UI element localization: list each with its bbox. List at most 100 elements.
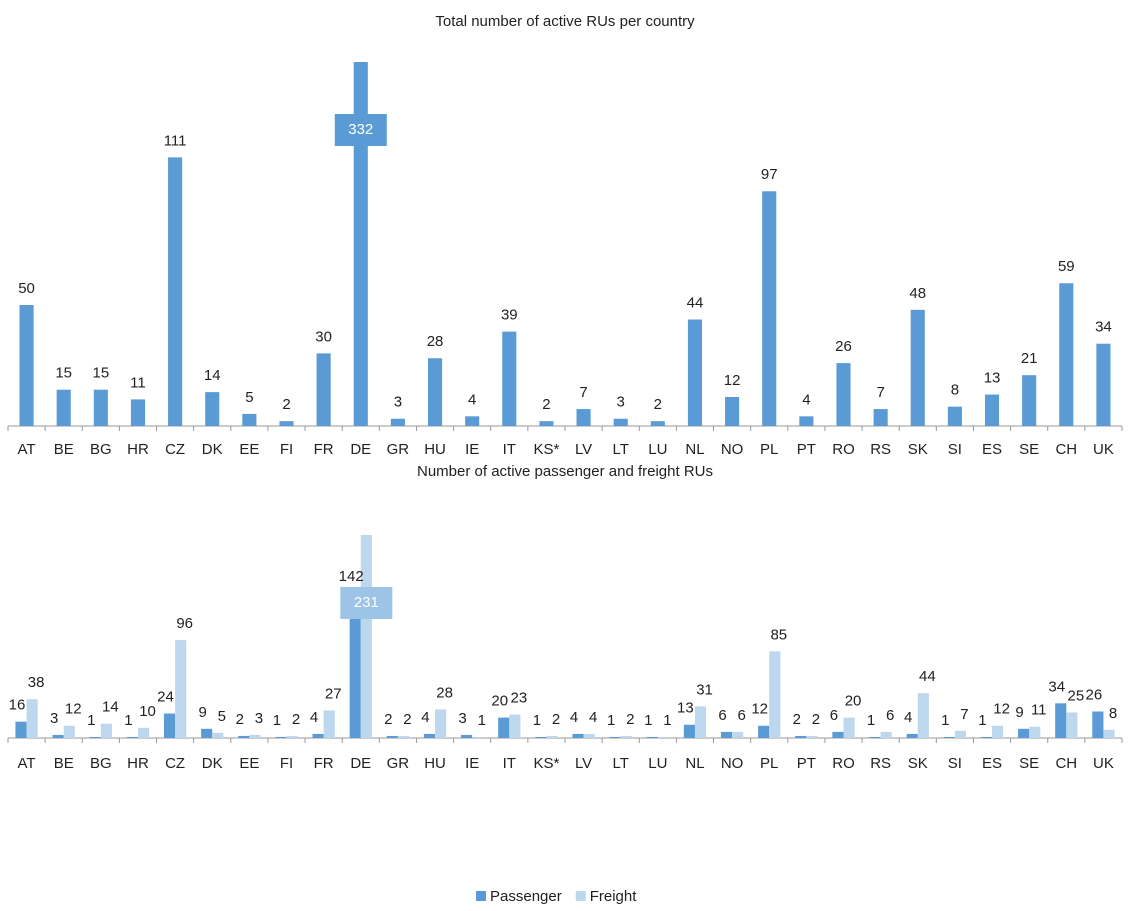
- data-label: 4: [802, 391, 810, 408]
- bar: [509, 714, 521, 738]
- x-tick-label: ES: [982, 755, 1002, 772]
- x-tick-label: LU: [648, 755, 667, 772]
- bar: [56, 389, 71, 426]
- bar: [390, 418, 405, 426]
- legend-label: Freight: [590, 888, 638, 905]
- data-label: 4: [468, 391, 476, 408]
- data-label: 13: [984, 370, 1001, 387]
- bar: [286, 735, 298, 738]
- data-label: 4: [421, 709, 429, 726]
- bar: [1103, 729, 1115, 738]
- data-label: 21: [1021, 350, 1038, 367]
- data-label: 2: [552, 711, 560, 728]
- bar: [1059, 283, 1074, 426]
- bar: [546, 735, 558, 738]
- bar: [323, 710, 335, 738]
- bar: [657, 736, 669, 738]
- bar: [687, 319, 703, 426]
- bar: [205, 392, 220, 426]
- x-tick-label: RS: [870, 441, 891, 458]
- data-label: 14: [102, 699, 119, 716]
- bar: [465, 416, 480, 426]
- bar: [1096, 343, 1111, 426]
- data-label: 28: [436, 684, 453, 701]
- x-tick-label: LT: [612, 755, 628, 772]
- bar: [242, 413, 257, 426]
- bar: [349, 593, 361, 738]
- bar: [572, 733, 584, 738]
- data-label: 6: [830, 707, 838, 724]
- data-label: 1: [978, 712, 986, 729]
- data-label: 4: [904, 709, 912, 726]
- data-label: 34: [1048, 678, 1065, 695]
- data-label: 31: [696, 681, 713, 698]
- data-label: 1: [533, 712, 541, 729]
- bar: [992, 725, 1004, 738]
- legend-swatch: [476, 891, 486, 901]
- data-label: 11: [1031, 702, 1047, 719]
- bar: [19, 305, 34, 426]
- bar: [502, 331, 517, 426]
- bar: [316, 353, 331, 426]
- bar: [461, 734, 473, 738]
- bar: [943, 736, 955, 738]
- data-label: 1: [124, 712, 132, 729]
- data-label: 8: [951, 382, 959, 399]
- data-label: 2: [812, 711, 820, 728]
- x-tick-label: SE: [1019, 441, 1039, 458]
- x-tick-label: IT: [503, 755, 516, 772]
- data-label: 1: [644, 712, 652, 729]
- data-label: 97: [761, 166, 778, 183]
- label-box: [334, 114, 387, 146]
- x-tick-label: AT: [18, 755, 36, 772]
- x-tick-label: HU: [424, 755, 446, 772]
- data-label: 50: [18, 280, 35, 297]
- data-label: 3: [394, 394, 402, 411]
- bar: [917, 693, 929, 738]
- bar: [880, 731, 892, 738]
- data-label: 2: [542, 396, 550, 413]
- x-tick-label: LV: [575, 441, 592, 458]
- data-label: 39: [501, 307, 518, 324]
- x-tick-label: SI: [948, 755, 962, 772]
- data-label: 38: [28, 674, 45, 691]
- data-label: 2: [626, 711, 634, 728]
- bar: [1029, 726, 1041, 738]
- bar: [906, 733, 918, 738]
- x-tick-label: RS: [870, 755, 891, 772]
- data-label: 111: [164, 132, 187, 149]
- x-tick-label: DE: [350, 441, 371, 458]
- data-label: 1: [607, 712, 615, 729]
- bars: [15, 535, 1115, 738]
- x-tick-label: HR: [127, 755, 149, 772]
- bar: [762, 191, 777, 426]
- bar: [275, 736, 287, 738]
- x-tick-label: PT: [797, 441, 816, 458]
- x-tick-label: DE: [350, 755, 371, 772]
- bar: [1055, 703, 1067, 738]
- data-label: 142: [339, 568, 364, 585]
- x-tick-label: FR: [314, 441, 334, 458]
- bar: [163, 713, 176, 738]
- data-label: 7: [960, 706, 968, 723]
- x-tick-label: PT: [797, 755, 816, 772]
- bar: [100, 723, 112, 738]
- data-label: 26: [1086, 686, 1103, 703]
- data-label: 2: [793, 711, 801, 728]
- bar: [980, 736, 993, 738]
- x-tick-label: SK: [908, 441, 928, 458]
- data-label: 14: [204, 367, 221, 384]
- x-tick-label: UK: [1093, 441, 1114, 458]
- label-box: [340, 587, 393, 619]
- bar: [427, 358, 443, 426]
- x-tick-label: IE: [465, 441, 479, 458]
- bar: [910, 309, 925, 426]
- bar: [1022, 375, 1037, 426]
- x-tick-label: KS*: [534, 755, 560, 772]
- x-tick-label: EE: [239, 441, 259, 458]
- bar: [1066, 712, 1078, 738]
- data-label: 5: [218, 708, 226, 725]
- bar: [175, 640, 187, 738]
- bar: [806, 735, 818, 738]
